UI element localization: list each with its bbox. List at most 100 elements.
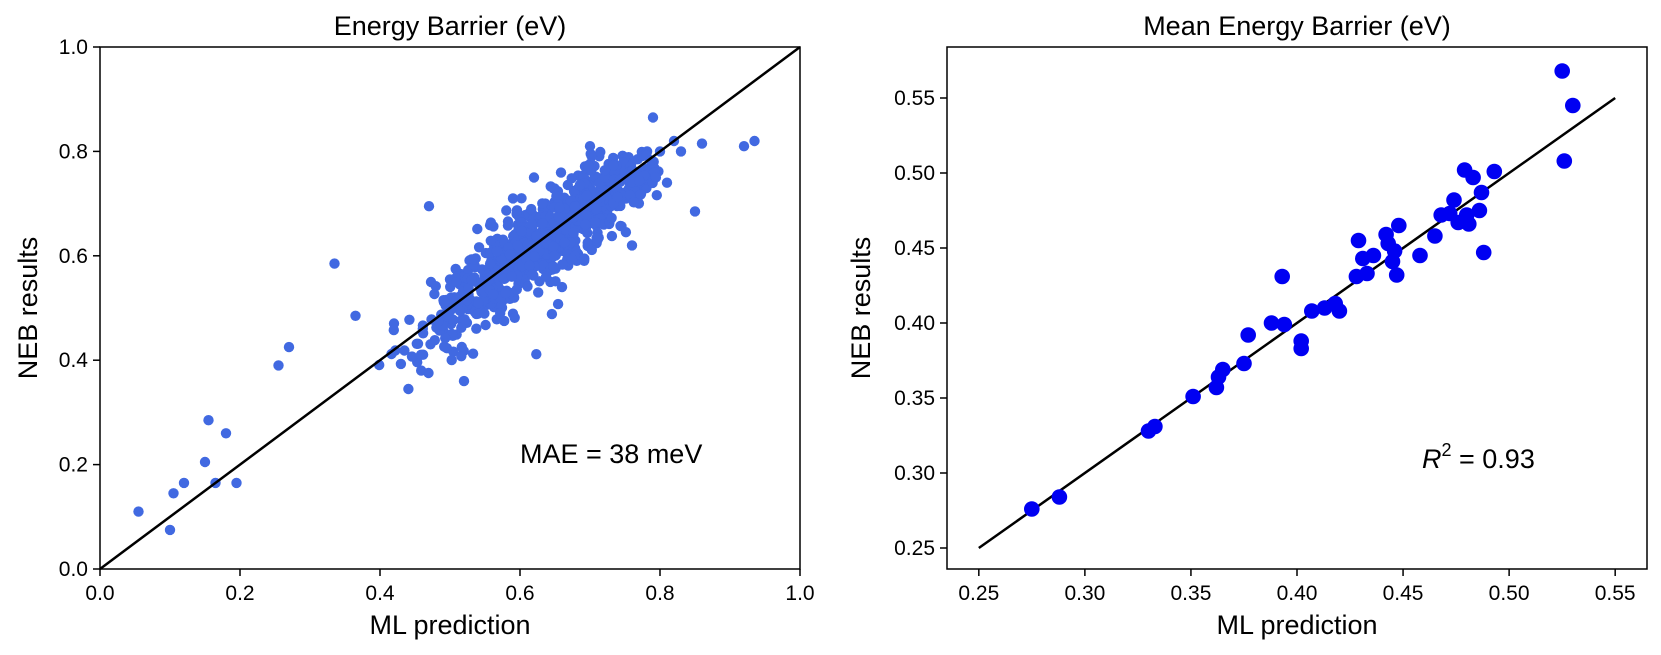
data-point xyxy=(548,241,559,252)
chart-title: Mean Energy Barrier (eV) xyxy=(1143,11,1451,41)
data-point xyxy=(445,304,456,316)
data-point xyxy=(446,354,457,366)
data-point xyxy=(591,203,602,215)
data-point xyxy=(749,135,760,147)
data-point xyxy=(1388,267,1405,283)
data-point xyxy=(473,297,484,309)
data-point xyxy=(471,323,482,334)
data-point xyxy=(550,276,561,287)
data-point xyxy=(549,250,560,262)
y-tick-label: 0.2 xyxy=(59,454,88,477)
data-point xyxy=(164,524,176,536)
reference-line xyxy=(99,45,801,571)
y-axis-label: NEB results xyxy=(13,237,43,380)
data-point xyxy=(485,217,497,228)
data-point xyxy=(1359,265,1375,282)
data-point xyxy=(553,212,565,223)
data-point xyxy=(675,146,687,157)
data-point xyxy=(496,253,507,264)
data-point xyxy=(626,240,638,251)
data-point xyxy=(1240,327,1256,343)
data-point xyxy=(1391,217,1407,234)
y-tick-label: 0.6 xyxy=(59,245,88,268)
data-point xyxy=(1471,202,1488,219)
data-point xyxy=(599,165,610,176)
data-point xyxy=(133,506,144,517)
data-point xyxy=(586,244,597,256)
data-point xyxy=(404,314,415,325)
data-point xyxy=(501,205,512,216)
data-point xyxy=(522,281,533,292)
data-point xyxy=(608,160,619,171)
y-tick-label: 1.0 xyxy=(59,36,88,59)
data-point xyxy=(1365,247,1382,264)
data-point xyxy=(168,488,179,499)
data-point xyxy=(528,172,540,183)
data-point xyxy=(1331,303,1348,319)
y-tick-label: 0.35 xyxy=(894,387,935,410)
x-tick-label: 1.0 xyxy=(785,582,814,605)
data-point xyxy=(485,235,496,246)
data-point xyxy=(473,242,485,253)
y-axis-ticks: 0.25 0.30 0.35 0.40 0.45 0.50 0.55 xyxy=(894,87,947,560)
data-point xyxy=(506,271,517,282)
data-point xyxy=(429,288,440,300)
data-point xyxy=(1386,243,1403,259)
data-point xyxy=(635,189,646,200)
data-point xyxy=(524,260,535,271)
data-point xyxy=(430,281,441,292)
data-point xyxy=(459,314,470,325)
data-point xyxy=(178,477,190,489)
data-point xyxy=(1304,303,1320,319)
data-point xyxy=(1412,247,1428,264)
data-point xyxy=(439,341,450,352)
data-point xyxy=(1051,489,1068,505)
x-tick-label: 0.0 xyxy=(85,582,114,605)
data-point xyxy=(606,212,617,224)
data-point xyxy=(463,282,474,294)
data-point xyxy=(231,477,242,489)
data-point xyxy=(590,217,601,228)
data-point xyxy=(220,428,232,439)
data-point xyxy=(273,360,284,371)
mean-energy-barrier-chart: Mean Energy Barrier (eV) 0.25 0.30 0.35 0.4… xyxy=(846,11,1648,640)
y-axis-ticks: 0.0 0.2 0.4 0.6 0.8 1.0 xyxy=(59,36,100,581)
data-point xyxy=(1024,501,1040,517)
y-tick-label: 0.50 xyxy=(894,162,935,185)
data-point xyxy=(507,193,519,204)
data-point xyxy=(448,314,459,326)
r-squared-symbol: R xyxy=(1422,444,1442,474)
data-point xyxy=(584,141,596,152)
data-point xyxy=(552,298,564,310)
data-point xyxy=(1565,97,1581,114)
data-point xyxy=(203,415,214,426)
x-axis-label: ML prediction xyxy=(1216,610,1377,640)
data-point xyxy=(496,300,507,311)
data-point xyxy=(650,172,662,183)
data-point xyxy=(406,351,418,362)
data-point xyxy=(628,197,639,208)
data-point xyxy=(612,191,623,203)
x-tick-label: 0.8 xyxy=(645,582,674,605)
data-point xyxy=(399,345,410,356)
data-point xyxy=(329,258,340,269)
data-point xyxy=(500,287,511,299)
data-point xyxy=(423,201,435,212)
data-point xyxy=(467,348,479,359)
data-point xyxy=(495,308,506,319)
data-point xyxy=(595,146,606,158)
data-point xyxy=(540,271,552,282)
data-point xyxy=(1486,163,1503,180)
data-point xyxy=(487,289,499,300)
data-point xyxy=(537,218,548,229)
scatter-points-group xyxy=(1024,63,1581,517)
data-point xyxy=(581,190,592,201)
data-point xyxy=(423,367,434,379)
data-point xyxy=(1556,153,1573,169)
x-tick-label: 0.6 xyxy=(505,582,534,605)
data-point xyxy=(502,220,514,231)
data-point xyxy=(1446,192,1462,208)
data-point xyxy=(557,259,568,270)
data-point xyxy=(546,308,558,320)
